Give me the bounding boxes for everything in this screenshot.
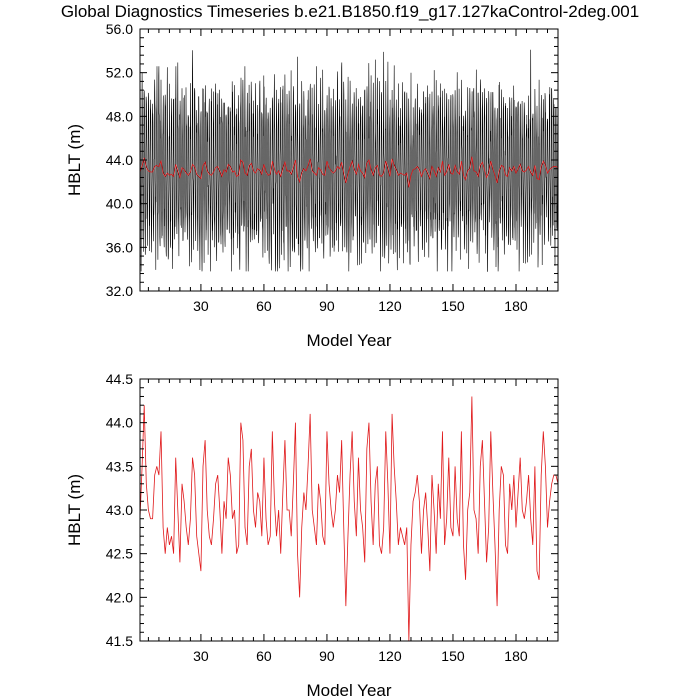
series-line-annual <box>140 396 558 641</box>
y-axis-label: HBLT (m) <box>65 474 84 546</box>
top-panel: 30 60 90 120 150 180 32.0 36.0 40.0 44.0 48.0 52.0 5… <box>65 21 559 350</box>
y-tick-label: 56.0 <box>106 21 133 37</box>
x-tick-label: 30 <box>193 648 209 664</box>
y-tick-label: 41.5 <box>106 633 133 649</box>
page-title: Global Diagnostics Timeseries b.e21.B185… <box>60 2 640 21</box>
y-tick-label: 43.0 <box>106 502 133 518</box>
series-line-monthly <box>140 49 558 272</box>
x-tick-label: 120 <box>378 648 402 664</box>
y-tick-label: 52.0 <box>106 65 133 81</box>
x-tick-label: 180 <box>504 298 528 314</box>
x-tick-label: 180 <box>504 648 528 664</box>
series-line-annual <box>140 156 558 188</box>
y-tick-label: 36.0 <box>106 239 133 255</box>
x-tick-label: 90 <box>319 648 335 664</box>
y-tick-label: 48.0 <box>106 108 133 124</box>
y-tick-label: 42.5 <box>106 546 133 562</box>
x-tick-label: 150 <box>441 648 465 664</box>
bottom-panel: 30 60 90 120 150 180 41.5 42.0 42.5 43.0 43.5 44.0 4… <box>65 371 559 700</box>
y-tick-label: 40.0 <box>106 196 133 212</box>
y-tick-label: 43.5 <box>106 458 133 474</box>
y-tick-label: 44.0 <box>106 415 133 431</box>
y-tick-label: 42.0 <box>106 589 133 605</box>
y-axis-label: HBLT (m) <box>65 124 84 196</box>
x-tick-label: 60 <box>256 298 272 314</box>
plot-area <box>140 49 558 272</box>
plot-area <box>140 396 558 641</box>
y-tick-label: 32.0 <box>106 283 133 299</box>
x-tick-label: 30 <box>193 298 209 314</box>
x-tick-label: 60 <box>256 648 272 664</box>
y-tick-label: 44.0 <box>106 152 133 168</box>
x-axis-label: Model Year <box>306 681 391 700</box>
y-tick-label: 44.5 <box>106 371 133 387</box>
x-tick-label: 90 <box>319 298 335 314</box>
x-tick-label: 150 <box>441 298 465 314</box>
x-tick-label: 120 <box>378 298 402 314</box>
x-axis-label: Model Year <box>306 331 391 350</box>
